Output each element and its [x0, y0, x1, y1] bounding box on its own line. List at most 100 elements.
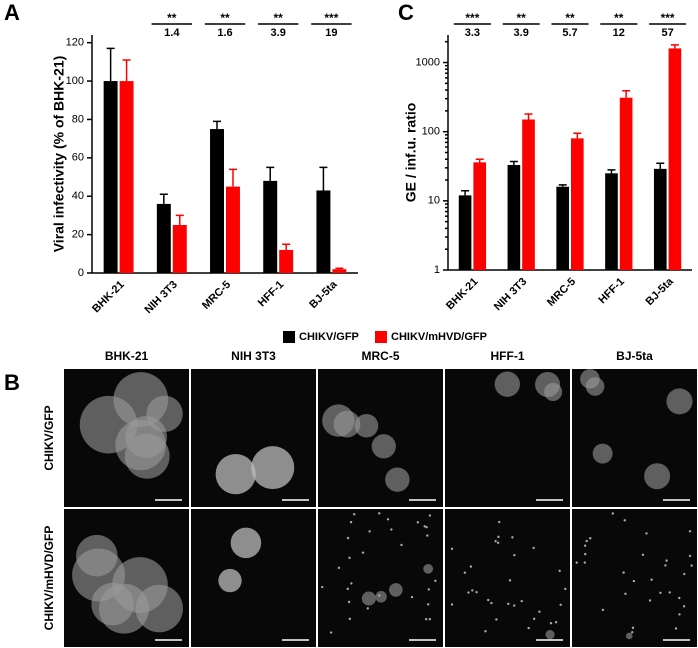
fold-change: 1.4 [164, 27, 180, 39]
x-tick-label: BHK-21 [90, 279, 127, 316]
speck [427, 603, 430, 606]
speck [423, 525, 426, 528]
micrograph [318, 509, 443, 647]
bar [332, 269, 347, 273]
column-label: MRC-5 [362, 349, 400, 363]
legend-label: CHIKV/mHVD/GFP [391, 331, 487, 343]
y-tick-label: 60 [72, 152, 84, 164]
x-tick-label: BJ-5ta [307, 278, 340, 311]
speck [450, 603, 454, 606]
row-label: CHIKV/mHVD/GFP [42, 526, 56, 631]
legend-swatch [375, 331, 387, 343]
speck [386, 518, 390, 521]
bar [556, 186, 569, 270]
speck [463, 571, 467, 574]
speck [508, 579, 512, 582]
micrograph [445, 509, 570, 647]
bar [103, 81, 118, 273]
plaque [361, 591, 376, 606]
y-tick-label: 1000 [416, 56, 440, 68]
legend-label: CHIKV/GFP [299, 331, 359, 343]
error-bar [524, 113, 533, 120]
bar [605, 173, 618, 270]
x-tick-label: NIH 3T3 [143, 279, 180, 316]
plaque [580, 369, 600, 389]
fold-change: 19 [325, 27, 337, 39]
plaque [135, 584, 183, 633]
bar [619, 97, 633, 270]
speck [424, 618, 428, 621]
speck [664, 564, 667, 567]
x-tick-label: BHK-21 [444, 276, 481, 313]
plaque [494, 371, 521, 397]
significance: ** [220, 11, 230, 25]
speck [361, 551, 365, 554]
speck [683, 572, 686, 576]
plaque [535, 371, 561, 398]
speck [554, 621, 558, 624]
plaque [385, 467, 410, 492]
speck [368, 530, 371, 533]
plaque [333, 410, 361, 438]
speck [688, 554, 692, 558]
x-tick-label: BJ-5ta [644, 275, 677, 308]
plaque [375, 591, 387, 603]
plaque [91, 582, 134, 626]
speck [645, 532, 648, 535]
x-tick-label: HFF-1 [596, 276, 627, 307]
speck [511, 536, 514, 539]
bar [279, 249, 294, 273]
speck [496, 541, 500, 544]
bar [668, 48, 682, 270]
significance: *** [324, 11, 338, 25]
speck [624, 592, 627, 596]
fold-change: 1.6 [217, 27, 232, 39]
error-bar [622, 90, 631, 98]
speck [632, 579, 636, 583]
error-bar [213, 120, 222, 130]
speck [428, 514, 432, 517]
speck [495, 618, 498, 621]
speck [564, 587, 567, 591]
speck [631, 626, 635, 630]
speck [549, 621, 553, 625]
column-label: HFF-1 [491, 349, 525, 363]
speck [688, 530, 692, 533]
y-tick-label: 100 [66, 75, 84, 87]
speck [410, 595, 414, 599]
speck [490, 601, 493, 605]
significance: *** [465, 11, 479, 25]
speck [674, 627, 678, 630]
speck [400, 543, 403, 547]
error-bar [461, 189, 470, 196]
speck [348, 556, 351, 560]
bar [172, 225, 187, 273]
error-bar [266, 166, 275, 181]
y-tick-label: 10 [428, 195, 440, 207]
plaque [113, 372, 169, 427]
x-tick-label: HFF-1 [256, 279, 287, 310]
speck [648, 599, 652, 602]
bar [458, 195, 472, 270]
speck [589, 537, 592, 540]
panel-label: C [398, 0, 414, 25]
error-bar [607, 169, 616, 174]
x-tick-label: MRC-5 [200, 279, 233, 312]
bar [473, 162, 487, 270]
speck [513, 553, 516, 557]
speck [601, 608, 605, 612]
speck [665, 559, 668, 562]
speck [494, 539, 497, 543]
micrograph [191, 369, 316, 507]
plaque [423, 563, 434, 574]
bar [522, 119, 535, 271]
speck [467, 591, 470, 594]
speck [678, 613, 681, 616]
speck [427, 588, 431, 591]
bar [263, 180, 278, 273]
speck [650, 578, 653, 581]
speck [631, 631, 634, 634]
error-bar [573, 132, 582, 139]
fold-change: 3.9 [514, 27, 529, 39]
row-label: CHIKV/GFP [42, 405, 56, 470]
